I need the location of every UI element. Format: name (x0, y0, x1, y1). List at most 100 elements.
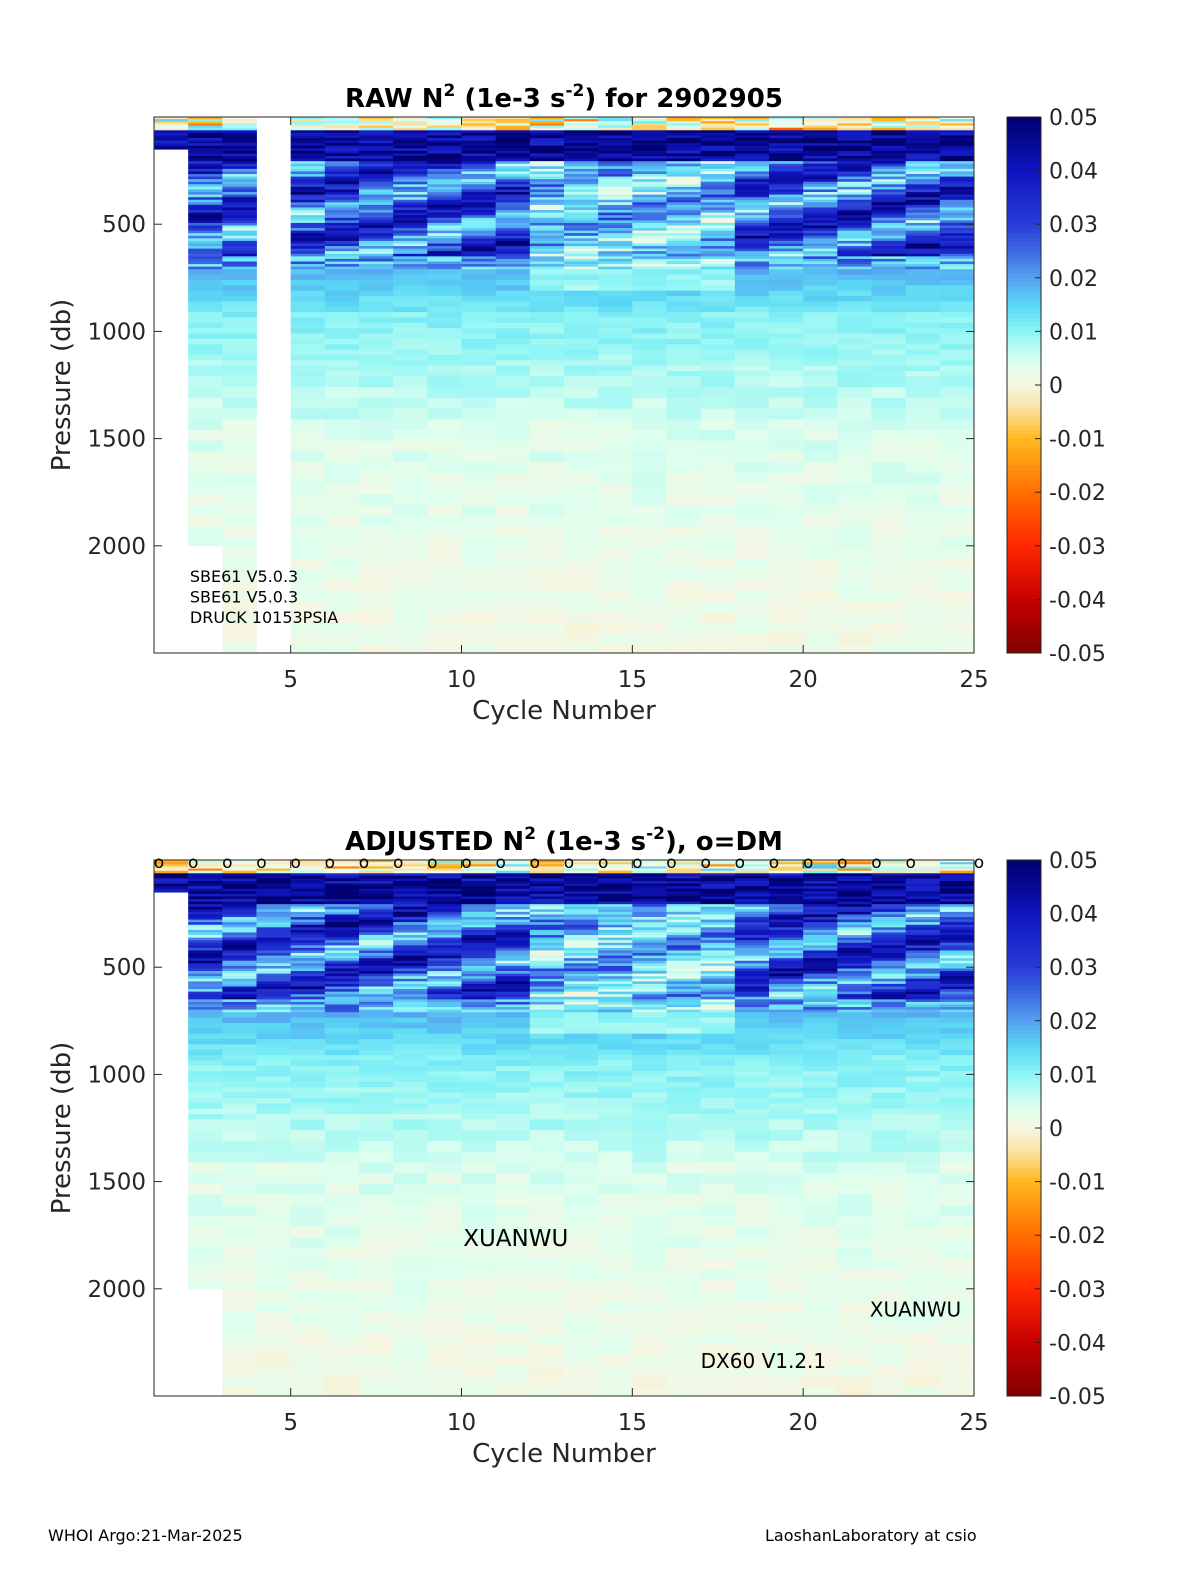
heatmap-cell (359, 976, 394, 980)
heatmap-cell (495, 558, 531, 570)
heatmap-cell (666, 875, 702, 879)
heatmap-cell (461, 1376, 497, 1388)
heatmap-cell (324, 971, 360, 975)
colorbar-swatch (1007, 465, 1041, 471)
heatmap-cell (359, 306, 394, 313)
colorbar-swatch (1007, 335, 1041, 341)
heatmap-cell (359, 148, 394, 152)
heatmap-cell (666, 207, 702, 211)
heatmap-cell (632, 121, 667, 124)
heatmap-cell (803, 1387, 838, 1397)
heatmap-cell (666, 184, 702, 188)
heatmap-cell (871, 1280, 907, 1292)
heatmap-cell (905, 971, 941, 975)
heatmap-cell (598, 1280, 633, 1292)
heatmap-cell (598, 537, 633, 549)
heatmap-cell (290, 973, 326, 977)
heatmap-cell (871, 1114, 907, 1120)
heatmap-cell (598, 622, 633, 635)
heatmap-cell (564, 929, 599, 933)
heatmap-cell (324, 135, 360, 139)
heatmap-cell (324, 917, 360, 920)
heatmap-cell (598, 906, 633, 910)
colorbar-swatch (1007, 385, 1041, 390)
heatmap-cell (256, 1049, 292, 1056)
heatmap-cell (871, 186, 907, 190)
heatmap-cell (529, 138, 565, 141)
colorbar-swatch (1007, 559, 1041, 565)
heatmap-cell (734, 212, 770, 216)
heatmap-cell (632, 123, 667, 126)
heatmap-cell (324, 904, 360, 908)
heatmap-cell (256, 1039, 292, 1045)
heatmap-cell (632, 965, 667, 969)
heatmap-cell (564, 360, 599, 367)
heatmap-cell (632, 365, 667, 372)
heatmap-cell (324, 132, 360, 136)
heatmap-cell (632, 963, 667, 967)
heatmap-cell (939, 1097, 975, 1104)
heatmap-cell (359, 911, 394, 915)
heatmap-cell (222, 210, 257, 214)
heatmap-cell (290, 909, 326, 913)
heatmap-cell (427, 1022, 462, 1029)
heatmap-cell (769, 233, 804, 237)
heatmap-cell (837, 269, 872, 275)
heatmap-cell (256, 960, 292, 964)
heatmap-cell (188, 240, 223, 244)
heatmap-cell (461, 976, 497, 980)
heatmap-cell (222, 601, 257, 613)
heatmap-cell (666, 1301, 702, 1313)
heatmap-cell (769, 963, 804, 967)
heatmap-cell (359, 1017, 394, 1024)
heatmap-cell (905, 978, 941, 982)
heatmap-cell (222, 1290, 257, 1303)
heatmap-cell (529, 929, 565, 933)
heatmap-cell (734, 947, 770, 951)
colorbar-swatch (1007, 590, 1041, 596)
heatmap-cell (359, 888, 394, 892)
heatmap-cell (222, 940, 257, 944)
heatmap-cell (803, 601, 838, 613)
heatmap-cell (871, 917, 907, 920)
heatmap-cell (837, 296, 872, 302)
heatmap-cell (700, 145, 736, 149)
heatmap-cell (803, 1103, 838, 1110)
heatmap-cell (188, 181, 223, 185)
heatmap-cell (769, 222, 804, 226)
heatmap-cell (700, 194, 736, 198)
heatmap-cell (290, 408, 326, 420)
heatmap-cell (393, 1194, 428, 1206)
heatmap-cell (154, 873, 189, 877)
heatmap-cell (324, 240, 360, 244)
heatmap-cell (734, 135, 770, 139)
heatmap-cell (461, 1119, 497, 1131)
heatmap-cell (495, 945, 531, 949)
colorbar-swatch (1007, 192, 1041, 198)
heatmap-cell (393, 1290, 428, 1303)
heatmap-cell (564, 612, 599, 624)
heatmap-cell (529, 494, 565, 506)
heatmap-cell (666, 1076, 702, 1083)
heatmap-cell (529, 222, 565, 226)
heatmap-cell (769, 194, 804, 198)
heatmap-cell (324, 243, 360, 247)
heatmap-cell (495, 130, 531, 134)
heatmap-cell (359, 156, 394, 159)
heatmap-cell (461, 929, 497, 933)
heatmap-cell (461, 932, 497, 936)
heatmap-cell (598, 387, 633, 399)
heatmap-cell (188, 328, 223, 334)
heatmap-cell (427, 1226, 462, 1238)
heatmap-cell (222, 904, 257, 908)
heatmap-cell (734, 306, 770, 313)
colorbar-swatch (1007, 402, 1041, 408)
heatmap-cell (564, 143, 599, 147)
heatmap-cell (598, 212, 633, 216)
heatmap-cell (359, 212, 394, 216)
heatmap-cell (871, 875, 907, 879)
heatmap-cell (632, 1001, 667, 1005)
heatmap-cell (598, 888, 633, 892)
heatmap-cell (495, 279, 531, 286)
colorbar-swatch (1007, 322, 1041, 328)
